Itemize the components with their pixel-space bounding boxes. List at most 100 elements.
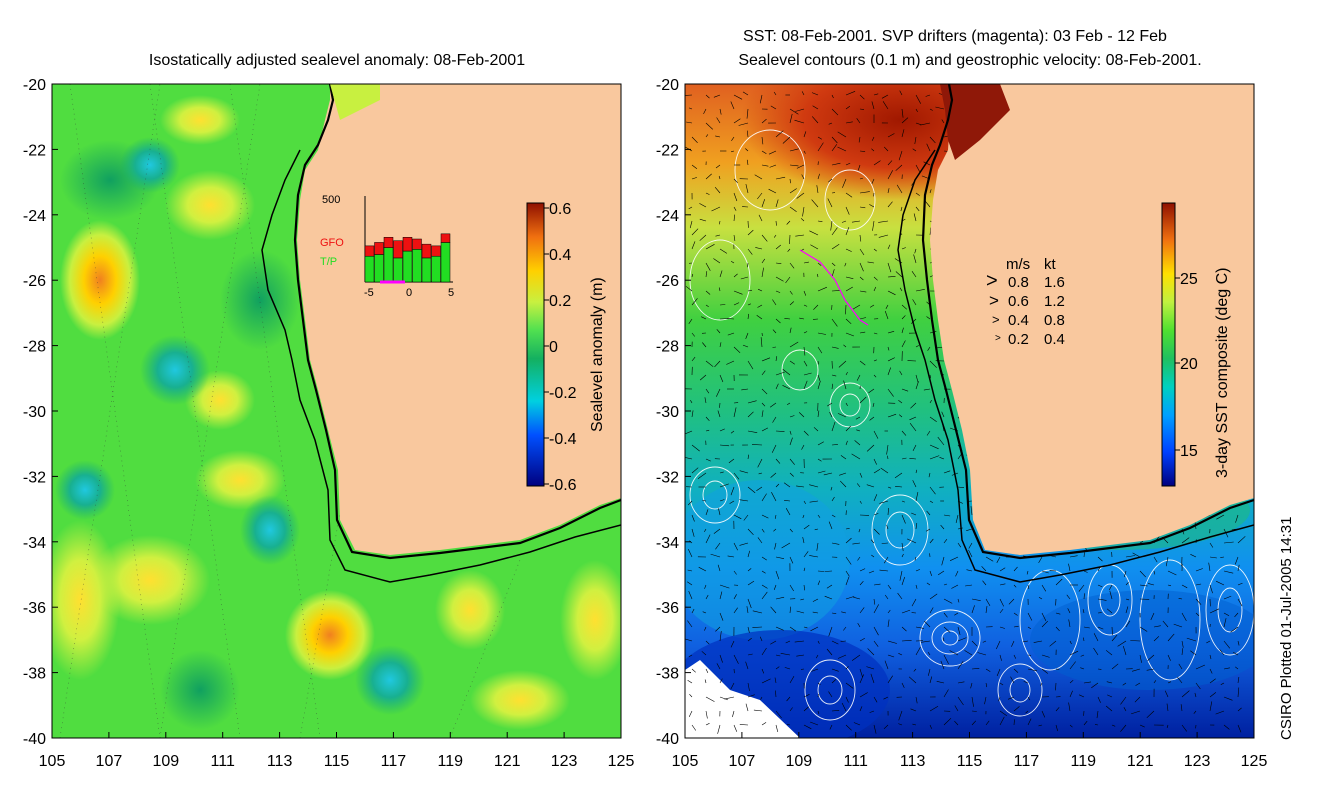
- velocity-vector: [756, 314, 763, 320]
- velocity-vector: [1106, 681, 1113, 684]
- velocity-vector: [702, 611, 707, 614]
- velocity-vector: [887, 188, 890, 194]
- velocity-vector: [940, 524, 945, 530]
- sla-eddy-positive: [160, 95, 240, 145]
- velocity-vector: [705, 388, 710, 394]
- velocity-vector: [954, 612, 959, 616]
- velocity-vector: [845, 371, 848, 376]
- sst-colorbar-ramp: [1161, 202, 1176, 487]
- velocity-vector: [1013, 584, 1017, 588]
- velocity-vector: [719, 483, 729, 488]
- svp-drifter-track: [799, 249, 869, 326]
- velocity-vector: [898, 653, 903, 656]
- velocity-vector: [1193, 710, 1197, 714]
- velocity-vector: [866, 484, 875, 488]
- velocity-vector: [747, 486, 756, 494]
- velocity-vector: [843, 344, 847, 348]
- velocity-vector: [929, 399, 932, 404]
- velocity-vector: [685, 457, 693, 460]
- velocity-vector: [688, 548, 693, 558]
- velocity-vector: [761, 118, 767, 124]
- velocity-vector: [1181, 612, 1187, 622]
- velocity-vector: [705, 244, 715, 250]
- velocity-vector: [794, 119, 805, 124]
- velocity-vector: [730, 430, 735, 434]
- velocity-vector: [747, 130, 749, 138]
- velocity-vector: [951, 584, 959, 589]
- velocity-vector: [912, 480, 917, 488]
- velocity-vector: [813, 304, 819, 310]
- velocity-vector: [757, 304, 763, 308]
- velocity-vector: [845, 332, 855, 337]
- velocity-vector: [900, 206, 903, 212]
- velocity-vector: [701, 316, 707, 320]
- velocity-vector: [747, 580, 755, 586]
- velocity-vector: [887, 346, 890, 351]
- velocity-vector: [1181, 537, 1190, 544]
- velocity-vector: [887, 675, 893, 684]
- velocity-vector: [830, 220, 833, 231]
- velocity-vector: [733, 214, 735, 222]
- velocity-legend-speed-ms: 0.8: [1008, 274, 1029, 291]
- velocity-legend-speed-ms: 0.2: [1008, 331, 1029, 348]
- velocity-vector: [758, 472, 763, 475]
- velocity-vector: [733, 118, 741, 124]
- velocity-vector: [770, 640, 777, 645]
- velocity-vector: [1066, 594, 1071, 600]
- velocity-vector: [873, 160, 881, 166]
- colorbar-tick-label: 0.2: [549, 293, 571, 310]
- velocity-vector: [1055, 724, 1058, 732]
- velocity-vector: [915, 469, 918, 474]
- velocity-vector: [970, 506, 973, 516]
- velocity-vector: [887, 654, 895, 658]
- velocity-vector: [824, 595, 833, 600]
- velocity-vector: [1093, 647, 1099, 656]
- histogram-bars: [364, 233, 451, 283]
- velocity-vector: [1162, 620, 1169, 628]
- velocity-vector: [840, 455, 847, 460]
- velocity-vector: [809, 230, 819, 236]
- velocity-vector: [873, 494, 878, 502]
- velocity-vector: [1041, 620, 1049, 628]
- velocity-vector: [955, 570, 959, 577]
- velocity-vector: [928, 668, 931, 676]
- velocity-vector: [929, 724, 932, 729]
- velocity-vector: [705, 122, 714, 130]
- velocity-vector: [831, 290, 841, 292]
- velocity-vector: [881, 542, 889, 544]
- y-tick-label: -24: [656, 208, 679, 225]
- velocity-vector: [705, 509, 709, 516]
- velocity-vector: [971, 710, 977, 712]
- velocity-vector: [831, 262, 836, 267]
- velocity-vector: [898, 400, 903, 404]
- velocity-vector: [841, 611, 847, 614]
- velocity-vector: [1181, 640, 1184, 648]
- velocity-vector: [747, 637, 752, 642]
- velocity-vector: [915, 646, 921, 656]
- velocity-vector: [691, 228, 699, 236]
- velocity-vector: [837, 146, 847, 152]
- velocity-vector: [784, 500, 791, 502]
- velocity-vector: [747, 598, 752, 609]
- velocity-vector: [757, 288, 763, 292]
- velocity-vector: [789, 584, 794, 592]
- velocity-vector: [859, 568, 866, 572]
- velocity-vector: [715, 164, 721, 169]
- velocity-vector: [837, 131, 847, 138]
- velocity-vector: [747, 694, 755, 698]
- velocity-vector: [761, 493, 767, 502]
- velocity-vector: [999, 608, 1004, 614]
- velocity-vector: [761, 514, 769, 519]
- velocity-vector: [786, 220, 791, 225]
- velocity-vector: [873, 359, 877, 362]
- velocity-vector: [1220, 556, 1225, 558]
- velocity-vector: [1080, 654, 1085, 657]
- sla-eddy-positive: [195, 450, 285, 510]
- velocity-vector: [687, 581, 693, 586]
- velocity-vector: [717, 724, 721, 734]
- velocity-vector: [1083, 681, 1092, 684]
- velocity-vector: [733, 724, 738, 732]
- velocity-vector: [761, 678, 771, 684]
- velocity-vector: [859, 206, 866, 209]
- velocity-vector: [716, 388, 721, 397]
